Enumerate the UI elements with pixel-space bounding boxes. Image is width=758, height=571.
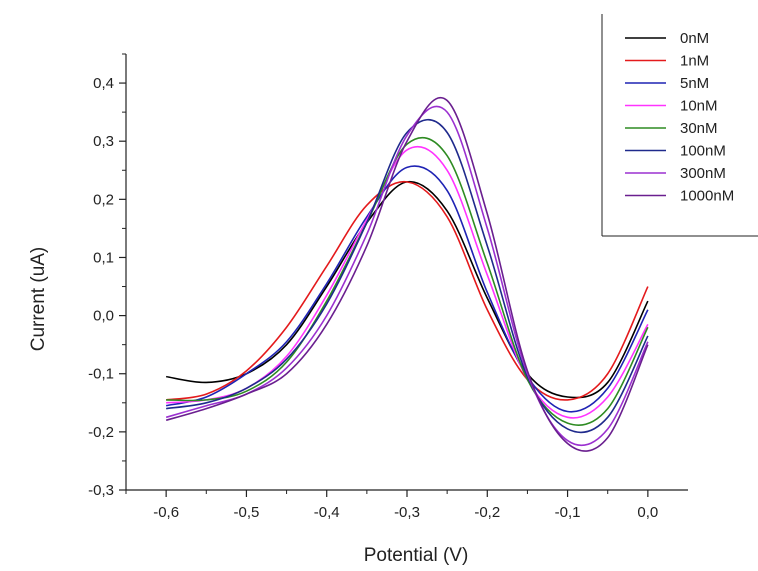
series-line — [165, 165, 649, 413]
x-tick-label: -0,3 — [394, 504, 420, 521]
series-line — [166, 136, 649, 426]
legend-label: 10nM — [680, 98, 718, 115]
y-tick-label: 0,2 — [93, 191, 114, 208]
x-tick-label: 0,0 — [637, 504, 658, 521]
legend-label: 300nM — [680, 165, 726, 182]
y-tick-label: -0,2 — [88, 424, 114, 441]
y-axis-title: Current (uA) — [28, 247, 49, 352]
x-tick-label: -0,1 — [555, 504, 581, 521]
series-line — [166, 180, 649, 399]
x-tick-label: -0,5 — [233, 504, 259, 521]
legend: 0nM 1nM 5nM 10nM 30nM 100nM 300nM 1000nM — [601, 14, 758, 237]
legend-label: 1000nM — [680, 188, 734, 205]
y-tick-label: -0,1 — [88, 366, 114, 383]
legend-label: 30nM — [680, 120, 718, 137]
legend-label: 5nM — [680, 75, 709, 92]
x-tick-label: -0,6 — [153, 504, 179, 521]
y-tick-label: -0,3 — [88, 482, 114, 499]
legend-label: 100nM — [680, 143, 726, 160]
y-tick-label: 0,1 — [93, 249, 114, 266]
x-axis-title: Potential (V) — [364, 545, 469, 566]
y-tick-label: 0,0 — [93, 308, 114, 325]
series-line — [166, 180, 649, 401]
series-line — [165, 97, 649, 452]
y-tick-label: 0,4 — [93, 75, 114, 92]
legend-label: 0nM — [680, 30, 709, 47]
axes: -0,6 -0,5 -0,4 -0,3 -0,2 -0,1 0,0 -0,3 -0,2 -0,1 0… — [88, 53, 688, 521]
y-tick-label: 0,3 — [93, 133, 114, 150]
x-tick-label: -0,2 — [474, 504, 500, 521]
series-group — [165, 97, 649, 452]
legend-label: 1nM — [680, 53, 709, 70]
x-tick-label: -0,4 — [314, 504, 340, 521]
